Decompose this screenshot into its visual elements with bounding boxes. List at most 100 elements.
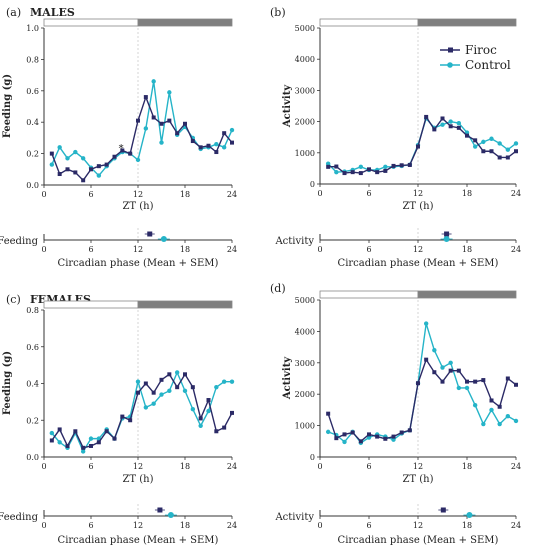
firoc-point-d bbox=[416, 381, 420, 386]
dark-phase-bar-a bbox=[137, 18, 233, 27]
firoc-point-c bbox=[222, 425, 227, 430]
firoc-point-b bbox=[440, 116, 445, 121]
phase-row-label-b: Activity bbox=[274, 236, 314, 247]
control-point-c bbox=[57, 440, 62, 445]
phase-tick-label-b: 24 bbox=[511, 245, 521, 254]
phase-row-label-c: Feeding bbox=[0, 512, 39, 523]
firoc-point-c bbox=[112, 436, 117, 441]
phase-axis-label-a: Circadian phase (Mean + SEM) bbox=[58, 258, 219, 269]
control-point-b bbox=[464, 130, 470, 135]
firoc-point-c bbox=[151, 390, 156, 395]
firoc-point-a bbox=[214, 150, 219, 155]
y-tick-label-d: 0 bbox=[310, 453, 315, 462]
firoc-line-d bbox=[327, 358, 517, 443]
control-point-c bbox=[88, 436, 94, 441]
control-point-b bbox=[334, 169, 339, 175]
firoc-point-b bbox=[497, 155, 502, 160]
control-point-d bbox=[481, 421, 486, 427]
control-point-c bbox=[229, 379, 235, 384]
phase-firoc-marker-d bbox=[440, 507, 446, 513]
control-point-b bbox=[440, 122, 445, 127]
firoc-point-d bbox=[505, 376, 510, 381]
phase-tick-label-d: 12 bbox=[413, 521, 423, 530]
control-point-d bbox=[440, 365, 445, 370]
firoc-point-a bbox=[151, 115, 156, 120]
control-point-c bbox=[151, 401, 156, 406]
phase-firoc-marker-c bbox=[157, 507, 163, 513]
control-line-d bbox=[327, 323, 517, 444]
phase-tick-label-b: 18 bbox=[462, 245, 472, 254]
panel-label-a: (a) bbox=[6, 6, 21, 19]
firoc-point-a bbox=[190, 139, 195, 144]
y-tick-label-c: 0.2 bbox=[26, 416, 39, 425]
firoc-point-b bbox=[465, 133, 469, 138]
control-point-d bbox=[464, 385, 470, 391]
firoc-point-a bbox=[143, 95, 148, 100]
x-tick-label-a: 18 bbox=[180, 190, 190, 199]
firoc-point-d bbox=[489, 398, 494, 403]
x-axis-label-d: ZT (h) bbox=[402, 474, 433, 485]
control-point-b bbox=[472, 144, 478, 149]
firoc-point-c bbox=[230, 410, 234, 415]
phase-tick-label-c: 0 bbox=[41, 521, 46, 530]
firoc-point-d bbox=[432, 370, 437, 375]
y-tick-label-c: 0.4 bbox=[26, 380, 39, 389]
y-tick-label-a: 0.4 bbox=[26, 118, 39, 127]
firoc-point-a bbox=[65, 167, 70, 172]
control-point-a bbox=[229, 127, 235, 133]
firoc-point-c bbox=[96, 440, 101, 445]
firoc-point-d bbox=[383, 436, 388, 441]
x-tick-label-b: 6 bbox=[366, 189, 371, 198]
dark-phase-bar-b bbox=[417, 18, 517, 27]
control-point-c bbox=[182, 388, 188, 394]
firoc-point-d bbox=[440, 379, 445, 384]
control-point-d bbox=[423, 321, 429, 326]
firoc-point-b bbox=[399, 163, 404, 168]
control-point-b bbox=[497, 141, 502, 146]
panel-label-c: (c) bbox=[6, 293, 21, 306]
firoc-point-c bbox=[206, 398, 211, 403]
phase-tick-label-c: 12 bbox=[133, 521, 143, 530]
control-point-b bbox=[456, 120, 462, 126]
firoc-point-a bbox=[81, 178, 86, 183]
y-tick-label-b: 3000 bbox=[295, 86, 315, 95]
x-tick-label-d: 6 bbox=[366, 462, 371, 471]
firoc-point-d bbox=[334, 436, 339, 441]
firoc-point-a bbox=[206, 143, 211, 148]
y-axis-label-d: Activity bbox=[282, 356, 293, 400]
control-point-c bbox=[174, 370, 180, 375]
x-axis-label-a: ZT (h) bbox=[122, 201, 153, 212]
firoc-point-c bbox=[128, 418, 133, 423]
firoc-point-d bbox=[326, 411, 331, 416]
firoc-point-a bbox=[183, 121, 187, 126]
firoc-point-a bbox=[128, 151, 133, 156]
firoc-point-a bbox=[175, 131, 180, 136]
y-tick-label-b: 5000 bbox=[295, 24, 315, 33]
y-tick-label-c: 0.6 bbox=[26, 343, 39, 352]
control-point-a bbox=[49, 162, 55, 167]
control-point-b bbox=[481, 139, 486, 145]
firoc-point-a bbox=[136, 118, 140, 123]
firoc-line-c bbox=[51, 372, 233, 449]
control-point-a bbox=[80, 156, 86, 161]
control-point-d bbox=[472, 402, 478, 408]
firoc-point-d bbox=[456, 368, 461, 373]
firoc-point-d bbox=[424, 357, 429, 362]
firoc-point-b bbox=[334, 164, 339, 169]
phase-tick-label-a: 24 bbox=[227, 245, 237, 254]
firoc-point-b bbox=[383, 168, 388, 173]
phase-tick-label-a: 6 bbox=[88, 245, 93, 254]
firoc-point-a bbox=[112, 154, 117, 159]
firoc-point-b bbox=[367, 167, 371, 172]
firoc-point-d bbox=[465, 379, 469, 384]
firoc-point-b bbox=[416, 144, 420, 149]
firoc-point-c bbox=[73, 429, 78, 434]
legend-label-firoc: Firoc bbox=[465, 43, 497, 57]
firoc-point-c bbox=[136, 390, 140, 395]
x-tick-label-c: 6 bbox=[88, 462, 93, 471]
firoc-point-d bbox=[407, 428, 412, 433]
firoc-point-a bbox=[89, 167, 93, 172]
x-tick-label-b: 18 bbox=[462, 189, 472, 198]
control-point-d bbox=[342, 439, 347, 445]
